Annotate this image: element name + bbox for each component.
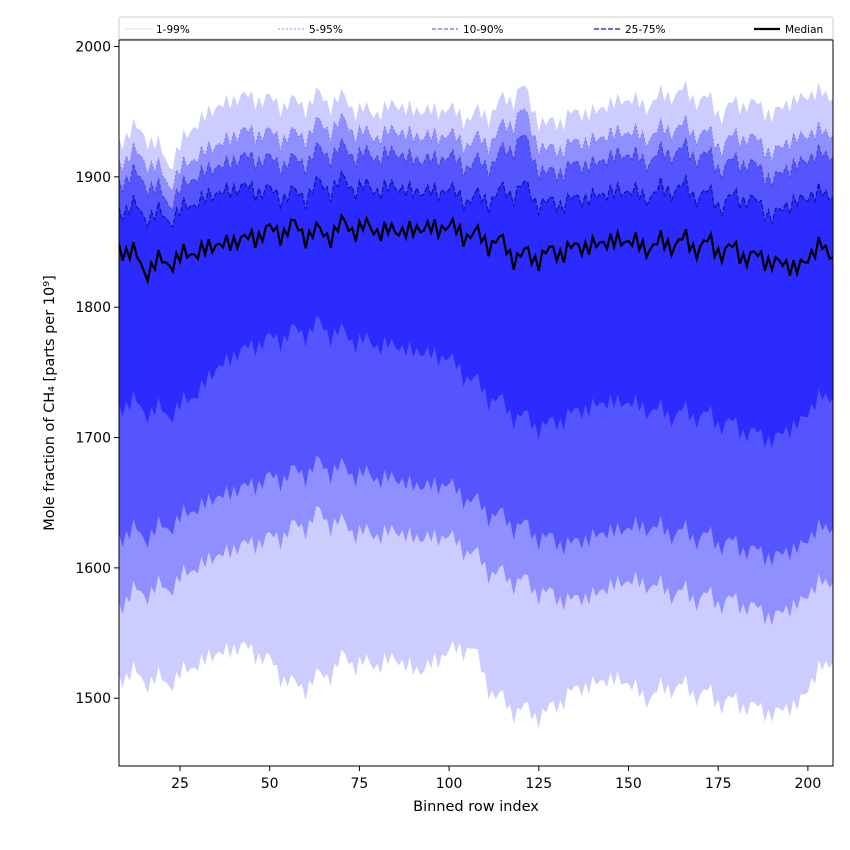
x-axis-label: Binned row index [413,799,539,815]
legend-label-2: 10-90% [463,24,504,36]
x-tick-label-50: 50 [261,776,279,792]
axes: 25 50 75 100 125 150 175 200 1500 1600 1700 1800 190… [75,39,834,792]
x-tick-label-200: 200 [795,776,822,792]
legend: 1-99% 5-95% 10-90% 25-75% Median [118,16,834,40]
axes-frame [118,39,834,767]
legend-label-3: 25-75% [625,24,666,36]
y-axis-label: Mole fraction of CH₄ [parts per 10⁹] [42,275,58,530]
y-tick-label-1700: 1700 [75,431,111,447]
x-tick-label-100: 100 [436,776,463,792]
x-tick-label-25: 25 [171,776,189,792]
y-tick-label-1600: 1600 [75,561,111,577]
plot-area [119,80,833,729]
x-tick-label-125: 125 [525,776,552,792]
x-tick-label-75: 75 [350,776,368,792]
median-line [119,212,833,285]
plot-content [119,80,833,729]
y-tick-label-1800: 1800 [75,300,111,316]
y-tick-label-1500: 1500 [75,691,111,707]
band-25-75-upper-line [119,170,833,231]
x-tick-label-175: 175 [705,776,732,792]
y-tick-label-2000: 2000 [75,40,111,56]
legend-box [118,16,834,40]
legend-label-1: 5-95% [309,24,343,36]
band-25-75-fill [119,171,833,449]
x-tick-label-150: 150 [615,776,642,792]
band-10-90-upper-line [119,134,833,212]
legend-label-4: Median [785,24,823,36]
y-tick-label-1900: 1900 [75,170,111,186]
legend-label-0: 1-99% [156,24,190,36]
